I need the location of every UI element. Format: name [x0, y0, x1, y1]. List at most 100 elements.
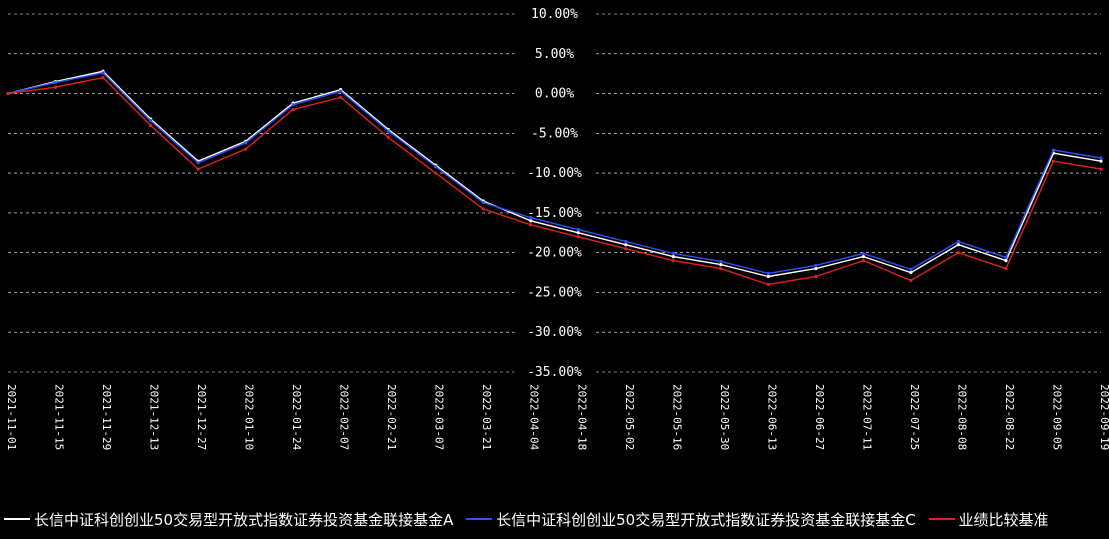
series-1-point — [1004, 259, 1008, 263]
series-2-point — [814, 263, 818, 267]
series-3-point — [1099, 167, 1103, 171]
series-2-point — [1099, 156, 1103, 160]
series-3-point — [291, 107, 295, 112]
series-2-point — [339, 89, 343, 93]
series-3-point — [861, 259, 865, 263]
series-2-point — [386, 129, 390, 133]
series-3-point — [1004, 266, 1008, 271]
x-tick-label: 2022-04-04 — [528, 384, 541, 451]
y-tick-label: 5.00% — [535, 47, 574, 62]
y-tick-background — [514, 165, 595, 182]
x-axis-ticks: 2021-11-01 2021-11-15 2021-11-29 2021-12-13… — [5, 384, 1109, 451]
legend-label-fund-c: 长信中证科创创业50交易型开放式指数证券投资基金联接基金C — [496, 510, 916, 529]
y-tick-label: -20.00% — [527, 246, 582, 261]
legend-swatch-benchmark — [928, 518, 955, 520]
series-1-point — [529, 219, 533, 223]
series-layer — [6, 69, 1103, 287]
y-tick-label: -35.00% — [527, 365, 582, 380]
series-2-point — [53, 80, 58, 85]
series-1-point — [1099, 159, 1103, 163]
x-tick-label: 2022-09-05 — [1050, 384, 1063, 450]
series-2-point — [1004, 255, 1008, 260]
series-2-point — [956, 239, 961, 244]
y-axis-ticks: 10.00% 5.00% 0.00% -5.00% -10.00% -15.00% -20.… — [514, 6, 595, 380]
series-3-point — [909, 278, 913, 283]
series-1-point — [814, 266, 818, 271]
x-tick-label: 2022-05-30 — [718, 384, 731, 450]
series-1-point — [719, 263, 723, 267]
y-tick-background — [514, 85, 595, 102]
y-tick-background — [514, 204, 595, 221]
y-tick-label: -30.00% — [527, 325, 582, 340]
series-2-point — [766, 271, 770, 275]
series-2-point — [244, 141, 248, 145]
series-1-point — [956, 243, 961, 247]
x-tick-label: 2022-07-25 — [908, 384, 921, 450]
x-tick-label: 2022-06-13 — [765, 384, 778, 450]
x-tick-label: 2022-07-11 — [860, 384, 873, 450]
series-1-point — [861, 255, 865, 259]
x-tick-label: 2022-01-24 — [290, 384, 303, 451]
grid-layer — [8, 13, 1101, 373]
legend-label-benchmark: 业绩比较基准 — [958, 510, 1049, 529]
x-tick-label: 2022-05-02 — [623, 384, 636, 450]
y-tick-background — [514, 244, 595, 261]
series-2-point — [861, 251, 865, 256]
series-2-point — [101, 71, 105, 75]
y-tick-background — [514, 284, 595, 301]
series-3-point — [624, 247, 628, 251]
series-1-point — [766, 274, 770, 279]
legend-item-benchmark: 业绩比较基准 — [928, 509, 1049, 530]
series-3-point — [814, 274, 818, 279]
legend-label-fund-a: 长信中证科创创业50交易型开放式指数证券投资基金联接基金A — [34, 510, 454, 529]
series-3-point — [529, 223, 533, 227]
x-tick-label: 2021-11-29 — [100, 384, 113, 450]
series-3-point — [719, 266, 723, 271]
x-tick-label: 2021-12-13 — [148, 384, 161, 450]
y-tick-label: -10.00% — [527, 166, 582, 181]
series-2-point — [148, 119, 153, 123]
x-tick-label: 2022-08-22 — [1003, 384, 1016, 450]
series-3-point — [576, 235, 580, 239]
x-tick-label: 2021-12-27 — [195, 384, 208, 450]
series-3-point — [434, 171, 438, 175]
x-tick-label: 2022-04-18 — [575, 384, 588, 450]
chart-legend: 长信中证科创创业50交易型开放式指数证券投资基金联接基金A 长信中证科创创业50… — [4, 506, 1104, 532]
series-2-point — [909, 267, 913, 271]
x-tick-label: 2022-01-10 — [243, 384, 256, 450]
series-2-point — [196, 161, 200, 165]
series-3-point — [6, 91, 10, 96]
series-2-point — [1051, 148, 1056, 152]
legend-item-fund-c: 长信中证科创创业50交易型开放式指数证券投资基金联接基金C — [466, 509, 916, 530]
x-tick-label: 2022-02-21 — [385, 384, 398, 450]
y-tick-label: 10.00% — [531, 7, 578, 22]
series-3-point — [386, 135, 390, 139]
series-3-point — [196, 167, 200, 171]
series-3-point — [53, 85, 58, 89]
x-tick-label: 2022-02-07 — [338, 384, 351, 450]
x-tick-label: 2022-09-19 — [1098, 384, 1109, 450]
series-line-3 — [7, 76, 1102, 286]
y-tick-label: -15.00% — [527, 206, 582, 221]
series-3-point — [244, 147, 248, 151]
series-3-point — [956, 251, 961, 255]
series-2-point — [529, 216, 533, 220]
y-tick-background — [514, 125, 595, 142]
series-3-point — [766, 282, 770, 287]
series-2-point — [671, 251, 675, 256]
y-tick-label: -5.00% — [531, 126, 578, 141]
x-tick-label: 2022-03-21 — [480, 384, 493, 450]
x-tick-label: 2021-11-01 — [5, 384, 18, 450]
series-2-point — [719, 259, 723, 264]
x-tick-label: 2022-08-08 — [955, 384, 968, 450]
series-2-point — [576, 227, 580, 232]
y-tick-background — [514, 45, 595, 62]
series-3-point — [671, 259, 675, 263]
x-tick-label: 2022-06-27 — [813, 384, 826, 450]
series-1-point — [576, 231, 580, 235]
series-3-point — [481, 207, 485, 211]
legend-item-fund-a: 长信中证科创创业50交易型开放式指数证券投资基金联接基金A — [4, 509, 453, 530]
series-2-point — [481, 200, 485, 205]
series-1-point — [624, 243, 628, 247]
series-1-point — [671, 255, 675, 259]
